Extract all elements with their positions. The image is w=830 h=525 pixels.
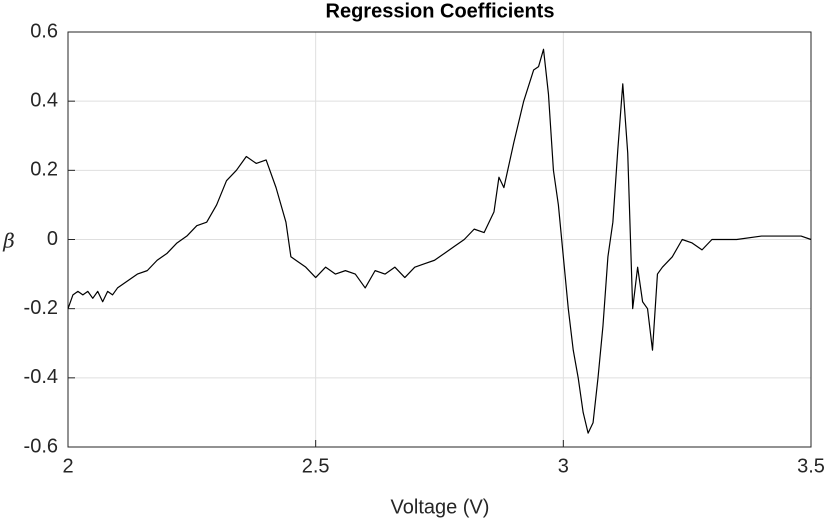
y-axis-label: β bbox=[2, 229, 15, 253]
y-tick-label: 0.6 bbox=[30, 20, 58, 42]
y-tick-label: -0.4 bbox=[24, 366, 58, 388]
y-tick-label: -0.2 bbox=[24, 297, 58, 319]
y-tick-label: 0.4 bbox=[30, 89, 58, 111]
chart-title: Regression Coefficients bbox=[326, 0, 555, 22]
y-tick-label: 0 bbox=[47, 228, 58, 250]
data-line bbox=[67, 48, 812, 434]
x-tick-label: 3.5 bbox=[797, 455, 825, 477]
x-tick-label: 2.5 bbox=[302, 455, 330, 477]
x-axis-label: Voltage (V) bbox=[391, 496, 490, 518]
x-tick-label: 2 bbox=[62, 455, 73, 477]
y-tick-label: -0.6 bbox=[24, 435, 58, 457]
x-tick-label: 3 bbox=[558, 455, 569, 477]
y-tick-label: 0.2 bbox=[30, 159, 58, 181]
